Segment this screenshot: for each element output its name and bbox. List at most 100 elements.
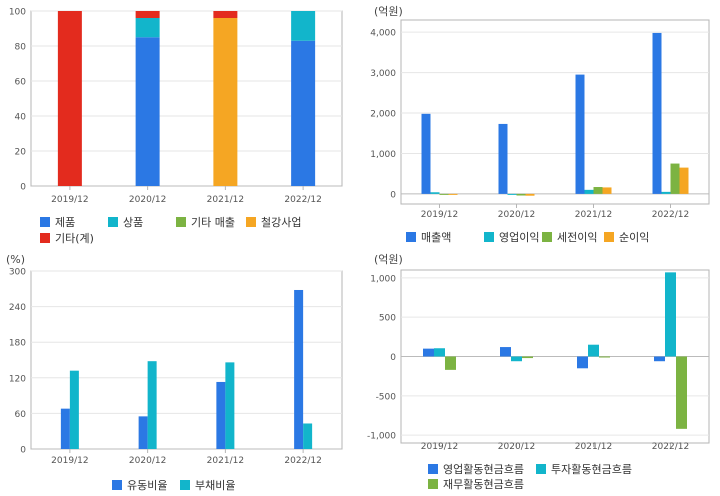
- bar-영업이익: [507, 193, 517, 195]
- bar-세전이익: [593, 187, 603, 194]
- bar-영업이익: [661, 191, 671, 194]
- bar-부채비율: [303, 423, 313, 449]
- legend-item[interactable]: 기타(계): [40, 230, 94, 246]
- x-tick-label: 2019/12: [421, 210, 458, 220]
- legend-item[interactable]: 세전이익: [542, 229, 597, 245]
- bar-재무활동현금흐름: [522, 356, 533, 359]
- y-tick-label: 100: [9, 8, 26, 18]
- x-tick-label: 2020/12: [498, 210, 535, 220]
- y-tick-label: 0: [390, 353, 396, 363]
- legend-label: 부채비율: [195, 479, 236, 492]
- bar-매출액: [652, 32, 662, 194]
- bar-유동비율: [294, 289, 304, 449]
- bar-투자활동현금흐름: [588, 344, 599, 357]
- legend-item[interactable]: 매출액: [406, 229, 451, 245]
- legend-item[interactable]: 부채비율: [180, 477, 235, 493]
- bar-유동비율: [138, 416, 148, 449]
- bar-투자활동현금흐름: [665, 272, 676, 357]
- legend-label: 순이익: [619, 231, 650, 244]
- legend-item[interactable]: 철강사업: [246, 214, 301, 230]
- bar-제품: [291, 40, 316, 186]
- bar-재무활동현금흐름: [599, 356, 610, 358]
- y-tick-label: 4,000: [370, 29, 396, 39]
- income-svg: 0 1,000 2,000 3,000 4,000 2019/12 2020/12 2021/…: [370, 19, 710, 220]
- y-tick-label: 2,000: [370, 110, 396, 120]
- legend-item[interactable]: 유동비율: [112, 477, 167, 493]
- plot-frame: [30, 270, 343, 450]
- x-tick-label: 2021/12: [575, 442, 612, 452]
- legend-swatch: [484, 232, 494, 242]
- y-tick-label: -500: [376, 392, 397, 402]
- x-tick-label: 2022/12: [652, 442, 689, 452]
- legend-label: 영업활동현금흐름: [443, 463, 524, 476]
- legend-swatch: [536, 464, 546, 474]
- cashflow-unit-label: (억원): [374, 253, 403, 266]
- bar-부채비율: [147, 361, 157, 449]
- legend-item[interactable]: 제품: [40, 214, 75, 230]
- bar-영업활동현금흐름: [577, 356, 588, 369]
- income-legend: 매출액 영업이익 세전이익 순이익: [406, 229, 720, 245]
- y-tick-label: 80: [15, 43, 27, 53]
- legend-item[interactable]: 순이익: [604, 229, 649, 245]
- legend-label: 투자활동현금흐름: [551, 463, 632, 476]
- legend-label: 기타(계): [55, 232, 94, 245]
- x-tick-label: 2021/12: [575, 210, 612, 220]
- bar-유동비율: [60, 408, 70, 449]
- y-tick-label: 3,000: [370, 69, 396, 79]
- legend-swatch: [428, 479, 438, 489]
- legend-item[interactable]: 영업활동현금흐름: [428, 461, 524, 477]
- bar-영업이익: [584, 189, 594, 194]
- ratios-svg: 0 60 120 180 240 300 2019/12 2020/12 2021/12 2022…: [9, 268, 343, 466]
- legend-label: 재무활동현금흐름: [443, 478, 524, 491]
- x-tick-label: 2022/12: [652, 210, 689, 220]
- bar-상품: [291, 11, 316, 41]
- legend-label: 제품: [55, 216, 76, 229]
- bar-매출액: [421, 113, 431, 194]
- legend-item[interactable]: 재무활동현금흐름: [428, 476, 524, 492]
- legend-swatch: [406, 232, 416, 242]
- y-tick-label: 180: [9, 339, 26, 349]
- y-tick-label: 240: [9, 303, 26, 313]
- y-tick-label: 0: [390, 190, 396, 200]
- legend-label: 상품: [123, 216, 144, 229]
- income-chart: (억원) 0 1,000 2,000 3,000 4,000 2019/12 2020/12…: [360, 0, 720, 248]
- bar-철강사업: [213, 18, 238, 186]
- ratios-legend: 유동비율 부채비율: [112, 477, 352, 493]
- bar-상품: [135, 18, 160, 38]
- legend-swatch: [180, 480, 190, 490]
- legend-item[interactable]: 영업이익: [484, 229, 539, 245]
- y-tick-label: 300: [9, 268, 26, 278]
- legend-item[interactable]: 기타 매출: [176, 214, 235, 230]
- bar-기타(계): [213, 11, 238, 18]
- legend-item[interactable]: 투자활동현금흐름: [536, 461, 632, 477]
- bar-기타(계): [135, 11, 160, 18]
- bar-영업활동현금흐름: [423, 348, 434, 357]
- legend-label: 기타 매출: [191, 216, 235, 229]
- legend-swatch: [604, 232, 614, 242]
- legend-swatch: [108, 217, 118, 227]
- bar-순이익: [679, 167, 689, 194]
- y-tick-label: 60: [15, 410, 27, 420]
- legend-label: 철강사업: [261, 216, 302, 229]
- legend-swatch: [542, 232, 552, 242]
- legend-swatch: [112, 480, 122, 490]
- bar-매출액: [575, 74, 585, 194]
- y-tick-label: 20: [15, 148, 27, 158]
- legend-item[interactable]: 상품: [108, 214, 143, 230]
- legend-swatch: [428, 464, 438, 474]
- bar-순이익: [602, 187, 612, 194]
- y-tick-label: 0: [20, 446, 26, 456]
- bar-순이익: [525, 193, 535, 196]
- bar-순이익: [448, 193, 458, 195]
- y-tick-label: -1,000: [367, 432, 396, 442]
- plot-frame: [30, 10, 343, 187]
- ratios-chart: (%) 0 60 120 180 240 300 2019/12 2020/12 2021/12…: [0, 248, 360, 496]
- x-tick-label: 2020/12: [498, 442, 535, 452]
- bar-세전이익: [439, 193, 449, 195]
- legend-label: 유동비율: [127, 479, 168, 492]
- bar-유동비율: [216, 381, 226, 449]
- ratios-unit-label: (%): [6, 253, 26, 266]
- y-tick-label: 120: [9, 374, 26, 384]
- x-tick-label: 2020/12: [129, 456, 166, 466]
- bar-재무활동현금흐름: [445, 356, 456, 370]
